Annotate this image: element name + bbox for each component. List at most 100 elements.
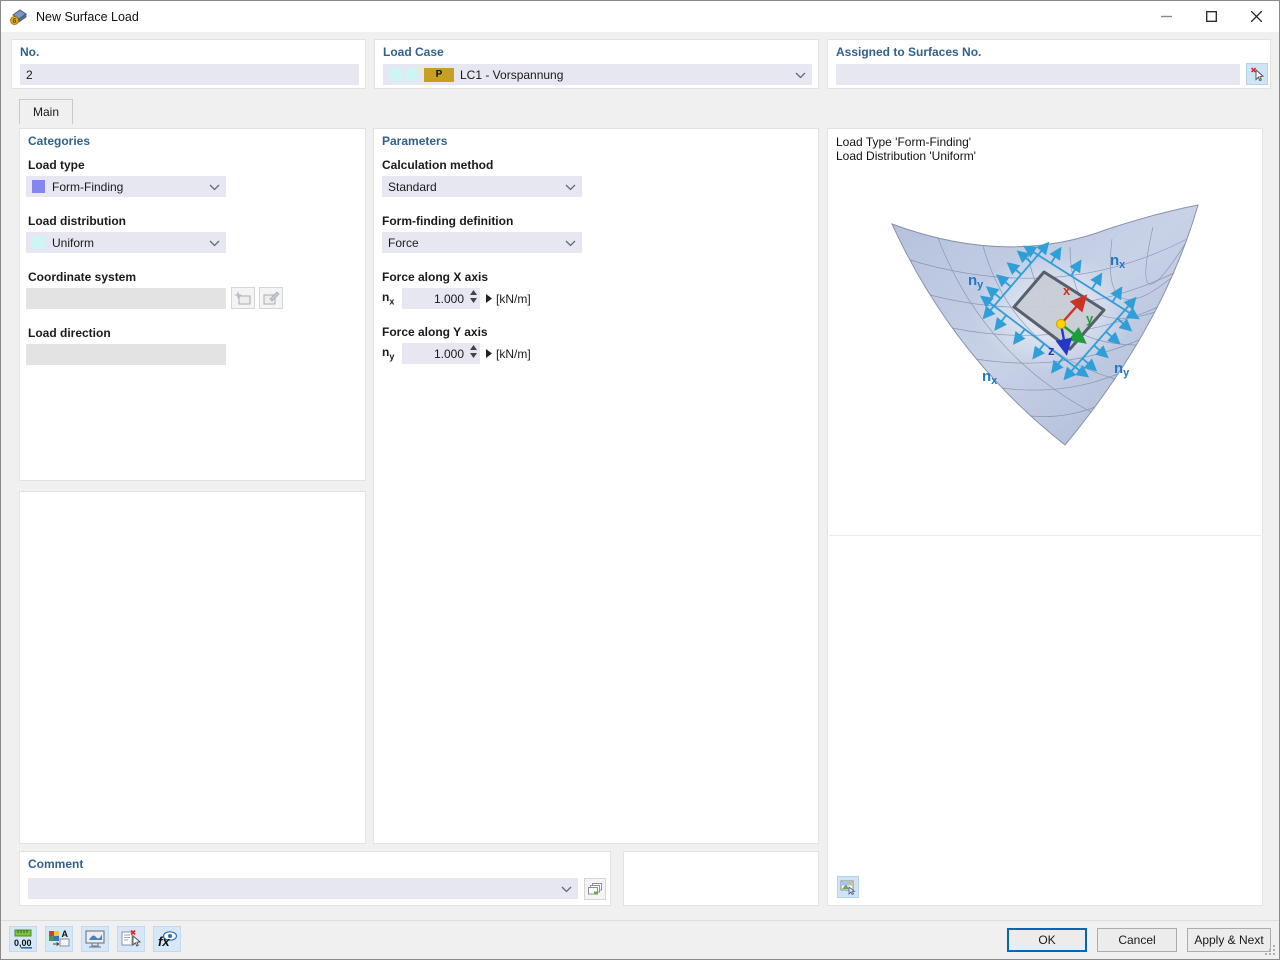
force-x-input[interactable]: 1.000: [402, 288, 480, 309]
calculation-method-value: Standard: [388, 179, 437, 194]
maximize-button[interactable]: [1189, 1, 1234, 32]
remove-selection-icon: [121, 929, 142, 947]
force-x-label: Force along X axis: [382, 270, 489, 284]
tab-main[interactable]: Main: [19, 99, 73, 124]
svg-text:6: 6: [13, 18, 17, 25]
load-case-groupbox: Load Case P LC1 - Vorspannung: [374, 39, 819, 89]
load-type-value: Form-Finding: [52, 179, 124, 194]
load-type-label: Load type: [28, 158, 85, 172]
ok-button-label: OK: [1038, 933, 1056, 947]
load-distribution-color-chip: [32, 236, 45, 249]
load-case-dropdown[interactable]: P LC1 - Vorspannung: [383, 64, 812, 85]
tab-main-label: Main: [32, 105, 59, 119]
no-value: 2: [26, 67, 33, 82]
axis-z-label: z: [1048, 343, 1055, 358]
load-case-p-badge: P: [424, 67, 454, 82]
coordinate-system-label: Coordinate system: [28, 270, 137, 284]
remove-selection-button[interactable]: [117, 926, 145, 952]
load-case-color-chip2: [405, 68, 418, 81]
nx-label-top: nx: [1110, 252, 1126, 271]
surface-load-app-icon: 6: [10, 8, 27, 25]
load-distribution-value: Uniform: [52, 235, 95, 250]
parameters-header: Parameters: [382, 134, 448, 148]
close-icon: [1251, 11, 1262, 22]
force-y-input[interactable]: 1.000: [402, 343, 480, 364]
load-type-dropdown[interactable]: Form-Finding: [26, 176, 226, 197]
expand-arrow-icon[interactable]: [486, 349, 492, 358]
apply-next-button[interactable]: Apply & Next: [1187, 928, 1271, 952]
show-in-graphic-button[interactable]: [837, 876, 859, 898]
cancel-button-label: Cancel: [1118, 933, 1156, 947]
spinner-icon[interactable]: [470, 345, 477, 358]
close-button[interactable]: [1234, 1, 1279, 32]
force-x-symbol: nx: [382, 290, 395, 307]
load-type-color-chip: [32, 180, 45, 193]
stacked-comments-icon: [587, 883, 602, 895]
units-decimal-places-button[interactable]: 0,00: [9, 926, 37, 952]
window-title: New Surface Load: [36, 9, 139, 24]
assigned-surfaces-groupbox: Assigned to Surfaces No.: [827, 39, 1271, 89]
assigned-surfaces-label: Assigned to Surfaces No.: [836, 45, 982, 59]
expand-arrow-icon[interactable]: [486, 294, 492, 303]
chevron-down-icon: [565, 180, 576, 194]
spinner-icon[interactable]: [470, 290, 477, 303]
no-field[interactable]: 2: [20, 64, 359, 85]
form-finding-definition-dropdown[interactable]: Force: [382, 232, 582, 253]
categories-header: Categories: [28, 134, 91, 148]
ny-label-left: ny: [968, 272, 984, 291]
load-direction-field: [26, 344, 226, 365]
preview-load-distribution-line: Load Distribution 'Uniform': [836, 149, 976, 163]
force-y-symbol: ny: [382, 345, 395, 362]
comment-label: Comment: [28, 857, 84, 871]
resize-grip[interactable]: [1264, 944, 1276, 956]
force-y-label: Force along Y axis: [382, 325, 488, 339]
display-colors-button[interactable]: A: [45, 926, 73, 952]
calculation-method-label: Calculation method: [382, 158, 494, 172]
no-groupbox: No. 2: [11, 39, 366, 89]
assigned-surfaces-field[interactable]: [836, 64, 1240, 85]
edit-coordinate-system-button[interactable]: [259, 287, 283, 309]
force-y-unit: [kN/m]: [496, 346, 531, 361]
comment-presets-button[interactable]: [584, 878, 606, 900]
graphic-view-icon: [85, 930, 105, 948]
force-x-value: 1.000: [433, 291, 464, 306]
comment-box: Comment: [19, 851, 611, 906]
cancel-button[interactable]: Cancel: [1097, 928, 1177, 952]
load-case-label: Load Case: [383, 45, 444, 59]
chevron-down-icon: [565, 236, 576, 250]
calculation-method-dropdown[interactable]: Standard: [382, 176, 582, 197]
graphic-view-button[interactable]: [81, 926, 109, 952]
minimize-icon: [1161, 15, 1172, 18]
svg-text:A: A: [62, 929, 69, 939]
empty-panel-left: [19, 491, 366, 844]
minimize-button[interactable]: [1144, 1, 1189, 32]
form-finding-definition-value: Force: [388, 235, 419, 250]
load-distribution-label: Load distribution: [28, 214, 126, 228]
ny-label-right: ny: [1114, 360, 1130, 379]
preview-box: Load Type 'Form-Finding' Load Distributi…: [827, 128, 1263, 906]
no-label: No.: [20, 45, 40, 59]
force-x-unit: [kN/m]: [496, 291, 531, 306]
empty-panel-bottom: [623, 851, 819, 906]
new-coordinate-system-button[interactable]: [231, 287, 255, 309]
load-direction-label: Load direction: [28, 326, 111, 340]
force-y-row: ny 1.000 [kN/m]: [382, 343, 531, 364]
chevron-down-icon: [795, 68, 806, 82]
categories-box: Categories Load type Form-Finding Load d…: [19, 128, 366, 481]
comment-combobox[interactable]: [28, 878, 578, 899]
chevron-down-icon: [209, 236, 220, 250]
ok-button[interactable]: OK: [1007, 928, 1087, 952]
preview-divider: [829, 535, 1261, 536]
formula-button[interactable]: fx: [153, 926, 181, 952]
pick-surfaces-button[interactable]: [1246, 63, 1268, 85]
maximize-icon: [1206, 11, 1217, 22]
load-case-value: LC1 - Vorspannung: [460, 67, 564, 82]
display-colors-icon: A: [49, 929, 70, 947]
load-distribution-dropdown[interactable]: Uniform: [26, 232, 226, 253]
apply-next-button-label: Apply & Next: [1194, 933, 1264, 947]
pick-cursor-icon: [1250, 67, 1265, 82]
force-y-value: 1.000: [433, 346, 464, 361]
titlebar[interactable]: 6 New Surface Load: [1, 1, 1279, 32]
formula-icon: fx: [158, 931, 178, 949]
